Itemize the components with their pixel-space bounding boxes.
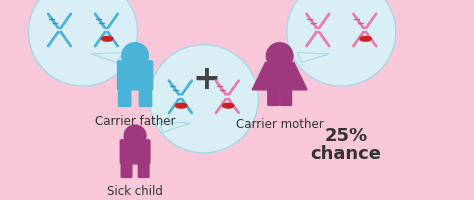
FancyBboxPatch shape [268,90,279,106]
Circle shape [360,37,371,42]
Text: Sick child: Sick child [107,184,163,197]
Ellipse shape [122,43,148,70]
Text: +: + [192,63,220,96]
FancyBboxPatch shape [118,89,131,107]
FancyBboxPatch shape [118,62,153,90]
FancyBboxPatch shape [280,90,292,106]
Polygon shape [252,63,307,90]
Ellipse shape [287,0,396,87]
FancyBboxPatch shape [138,162,149,178]
Circle shape [222,104,234,109]
Ellipse shape [266,43,293,70]
Circle shape [101,37,113,42]
Ellipse shape [28,0,137,87]
FancyBboxPatch shape [121,162,132,178]
Polygon shape [297,53,329,63]
Circle shape [175,104,187,109]
Ellipse shape [149,45,258,153]
Text: 25%: 25% [325,126,367,144]
Text: Carrier mother: Carrier mother [236,117,324,130]
FancyBboxPatch shape [139,89,152,107]
Ellipse shape [124,125,146,147]
FancyBboxPatch shape [120,140,150,164]
Text: Carrier father: Carrier father [95,114,175,127]
Polygon shape [91,53,123,63]
Polygon shape [159,122,191,133]
Text: chance: chance [310,144,382,162]
